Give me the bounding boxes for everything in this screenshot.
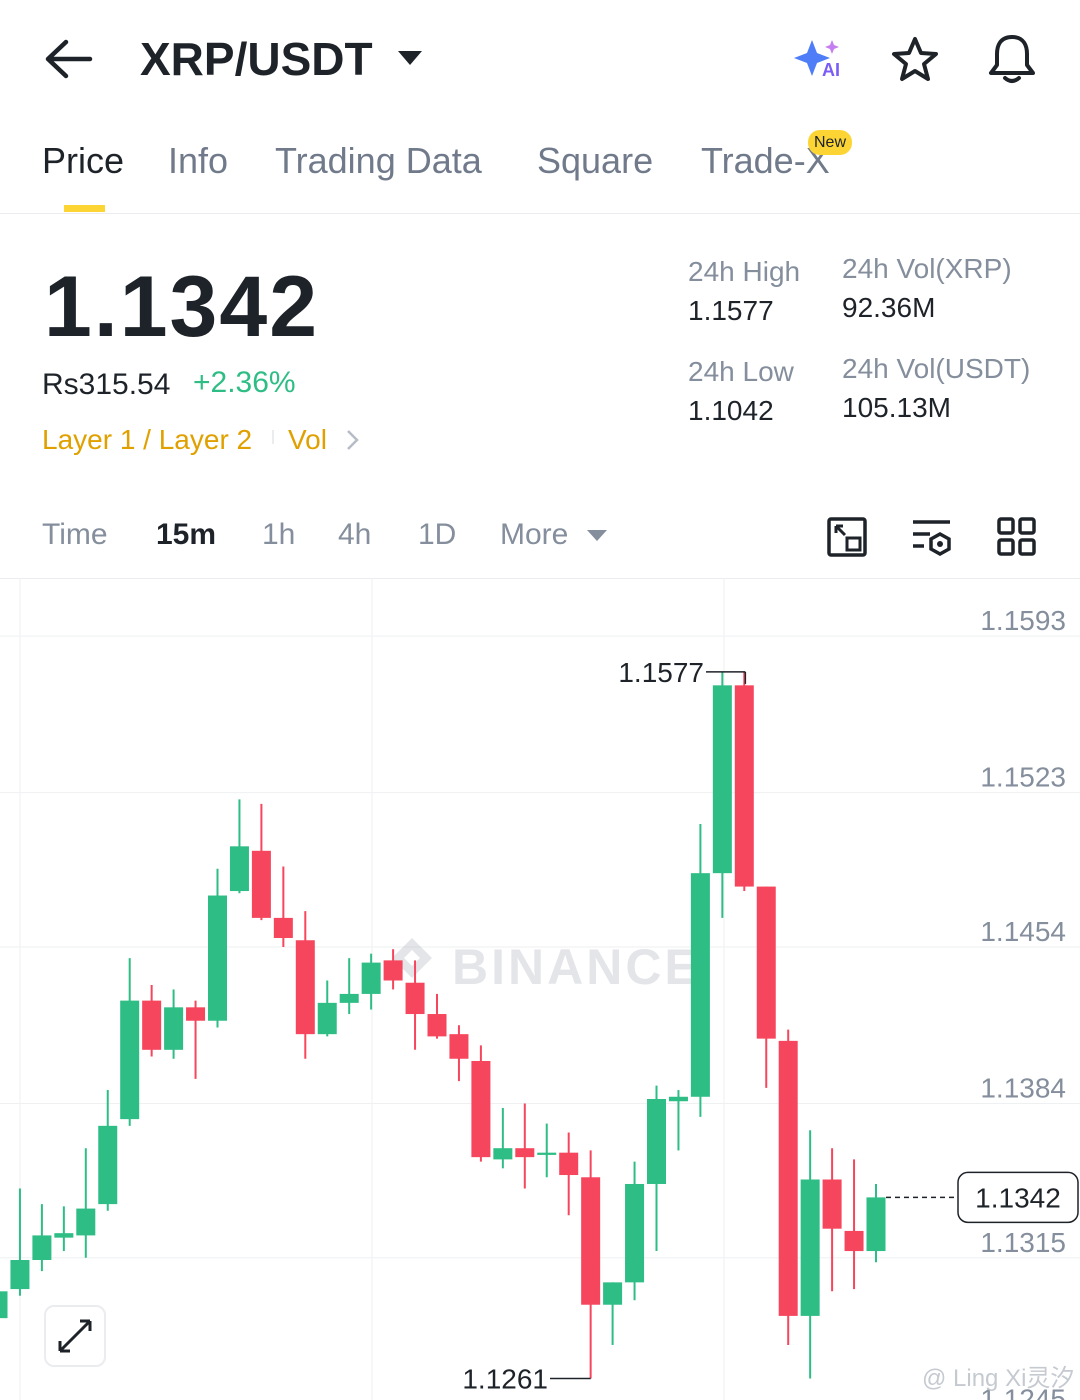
stat-label: 24h High [688, 256, 801, 287]
candle-body [10, 1260, 30, 1290]
stat-value: 1.1577 [688, 295, 774, 326]
stat-label: 24h Vol(USDT) [842, 353, 1031, 384]
y-tick-label: 1.1454 [980, 916, 1066, 947]
tab[interactable]: Trading Data [275, 140, 482, 181]
candle-body [471, 1060, 491, 1158]
new-badge: New [808, 130, 852, 155]
more-dropdown[interactable] [586, 528, 608, 544]
interval[interactable]: 1h [262, 518, 296, 551]
last-price-box [957, 1171, 1079, 1224]
alert-button[interactable] [985, 32, 1039, 84]
fiat-price: Rs315.54 [42, 368, 171, 401]
candle-body [625, 1183, 645, 1283]
candle-body [339, 993, 359, 1003]
last-price: 1.1342 [44, 259, 320, 355]
price-change: +2.36% [193, 366, 296, 399]
y-tick-label: 1.1315 [980, 1227, 1066, 1258]
candle-body [734, 685, 754, 887]
stat-label: 24h Low [688, 356, 794, 387]
tag-separator [272, 430, 274, 444]
candle-body [98, 1125, 118, 1205]
candle-body [208, 895, 227, 1021]
candle-body [0, 1291, 8, 1319]
watermark-text: BINANCE [452, 939, 701, 995]
ai-button[interactable]: AI [792, 36, 848, 82]
candle-body [186, 1007, 206, 1021]
stat-label: 24h Vol(XRP) [842, 253, 1012, 284]
watermark: BINANCE [392, 938, 701, 995]
y-tick-label: 1.1523 [980, 762, 1066, 793]
max-label: 1.1577 [618, 657, 704, 688]
candle-body [778, 1040, 798, 1316]
tag[interactable]: Vol [288, 424, 327, 455]
favorite-button[interactable] [890, 36, 940, 82]
y-tick-label: 1.1593 [980, 605, 1066, 636]
last-price-label: 1.1342 [975, 1182, 1061, 1213]
y-tick-label: 1.1384 [980, 1072, 1066, 1103]
candle-body [164, 1007, 184, 1050]
interval[interactable]: 4h [338, 518, 372, 551]
candle-body [866, 1197, 886, 1252]
candle-body [690, 873, 710, 1097]
chart-setting-button[interactable] [826, 516, 868, 558]
candle-body [822, 1179, 842, 1229]
candle-body [405, 982, 425, 1015]
candle-body [383, 960, 403, 981]
candle-body [251, 850, 271, 918]
candle-body [800, 1179, 820, 1316]
candle-body [54, 1233, 74, 1238]
indicator-button[interactable] [910, 516, 954, 558]
candle-body [273, 917, 293, 939]
candle-body [120, 1000, 140, 1120]
tag-chevron [347, 430, 359, 450]
interval[interactable]: Time [42, 518, 108, 551]
candle-body [647, 1099, 666, 1184]
tab[interactable]: Info [168, 140, 229, 181]
stat-value: 105.13M [842, 392, 951, 423]
candle-body [142, 1000, 162, 1050]
divider [0, 213, 1080, 214]
candle-body [756, 886, 776, 1039]
candle-body [581, 1177, 601, 1305]
candle-body [493, 1148, 513, 1160]
svg-text:AI: AI [822, 60, 840, 80]
stat-value: 1.1042 [688, 395, 774, 426]
fullscreen-icon [58, 1319, 92, 1353]
interval[interactable]: 15m [156, 518, 217, 551]
fullscreen-button[interactable] [44, 1305, 106, 1367]
candle-body [668, 1096, 688, 1102]
candle-body [603, 1282, 623, 1305]
tab[interactable]: Price [42, 140, 125, 181]
candle-body [449, 1034, 469, 1059]
y-tick-label: 1.1245 [980, 1383, 1066, 1400]
tab[interactable]: Square [537, 140, 654, 181]
candle-body [229, 846, 249, 892]
candle-body [427, 1014, 447, 1037]
candle-body [844, 1230, 864, 1252]
interval[interactable]: 1D [418, 518, 457, 551]
candle-body [361, 962, 381, 994]
stat-value: 92.36M [842, 292, 936, 323]
footer-watermark: @ Ling Xi灵汐 [922, 1365, 1075, 1392]
back-button[interactable] [44, 36, 96, 82]
candlestick-chart: 1.1593 1.1523 1.1454 1.1384 1.1315 1.1245 BIN… [0, 578, 1080, 1400]
candle-body [712, 685, 732, 874]
candle-body [76, 1208, 96, 1236]
tab-indicator [64, 205, 105, 212]
candle-body [317, 1002, 337, 1035]
candle-body [32, 1235, 52, 1261]
pair-title[interactable]: XRP/USDT [140, 33, 373, 85]
candle-body [515, 1148, 535, 1158]
candle-body [559, 1152, 579, 1176]
interval[interactable]: More [500, 518, 569, 551]
min-label: 1.1261 [462, 1364, 548, 1395]
pair-dropdown[interactable] [396, 48, 424, 68]
candle-body [295, 940, 315, 1035]
candle-body [537, 1152, 557, 1155]
tag[interactable]: Layer 1 / Layer 2 [42, 424, 253, 455]
layout-button[interactable] [996, 516, 1038, 558]
